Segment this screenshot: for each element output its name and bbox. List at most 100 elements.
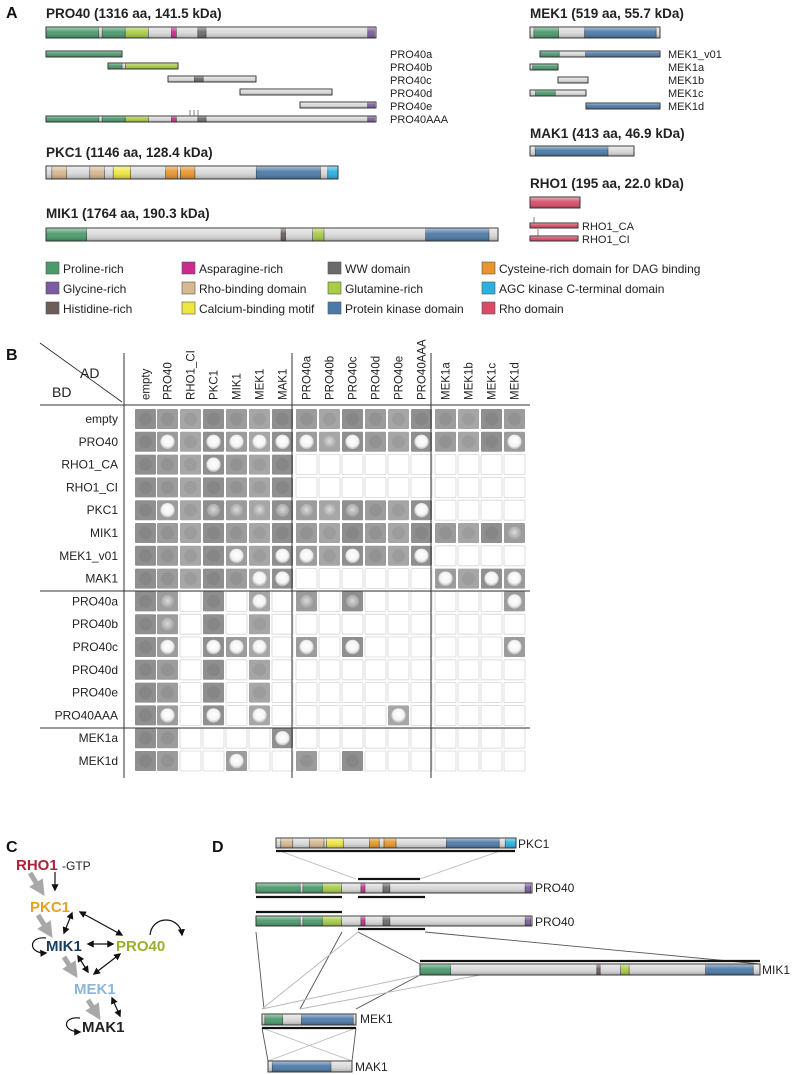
- spot-empty: [318, 591, 341, 612]
- legend-label-glutamine: Glutamine-rich: [345, 282, 423, 296]
- spot-cell: [203, 705, 224, 726]
- spot-cell: [157, 682, 178, 703]
- colony-none: [253, 458, 266, 472]
- colony-growth: [345, 548, 360, 563]
- pro40aaa: [45, 115, 377, 123]
- spot-plate: [481, 431, 502, 452]
- spot-empty: [318, 454, 341, 476]
- spot-plate: [203, 614, 224, 635]
- spot-cell: [341, 454, 364, 476]
- spot-empty: [271, 682, 294, 703]
- connector-line: [299, 974, 481, 1010]
- colony-none: [392, 435, 405, 449]
- spot-plate: [157, 751, 178, 771]
- spot-cell: [135, 477, 156, 498]
- spot-empty: [341, 568, 364, 589]
- colony-none: [207, 617, 220, 631]
- pro40e-shade: [300, 102, 376, 108]
- spot-cell: [388, 545, 409, 566]
- spot-cell: [203, 614, 224, 635]
- spot-cell: [411, 523, 432, 543]
- colony-none: [369, 435, 382, 449]
- mek1-full: [529, 26, 661, 39]
- spot-empty: [318, 476, 341, 498]
- spot-cell: [272, 728, 293, 749]
- spot-cell: [410, 727, 433, 749]
- column-header-pro40b: PRO40b: [325, 356, 337, 400]
- spot-plate: [203, 545, 224, 566]
- self-arrow-mak1: [65, 1017, 82, 1036]
- spot-cell: [341, 727, 364, 749]
- spot-cell: [364, 591, 387, 612]
- interaction-domain-diagrams: [255, 837, 761, 1073]
- spot-cell: [342, 500, 363, 521]
- spot-empty: [295, 476, 318, 498]
- spot-empty: [503, 727, 526, 749]
- colony-none: [439, 526, 452, 540]
- spot-empty: [225, 613, 248, 635]
- spot-cell: [434, 636, 457, 658]
- spot-cell: [272, 431, 293, 452]
- panel-d-letter: D: [212, 839, 224, 856]
- colony-none: [253, 617, 266, 631]
- spot-cell: [157, 409, 178, 429]
- spot-empty: [457, 499, 480, 521]
- spot-empty: [457, 659, 480, 681]
- spot-empty: [364, 750, 387, 772]
- spot-cell: [457, 750, 480, 772]
- spot-cell: [365, 500, 386, 521]
- colony-none: [207, 549, 220, 563]
- spot-plate: [203, 682, 224, 703]
- spot-cell: [135, 705, 156, 726]
- spot-cell: [180, 568, 201, 589]
- colony-growth: [275, 571, 290, 586]
- spot-cell: [272, 454, 293, 475]
- spot-cell: [434, 454, 457, 476]
- colony-none: [462, 572, 475, 586]
- spot-cell: [180, 431, 201, 452]
- frag-label-pro40aaa: PRO40AAA: [390, 114, 449, 126]
- colony-none: [230, 458, 243, 472]
- spot-cell: [480, 499, 503, 521]
- spot-empty: [503, 476, 526, 498]
- column-header-mek1: MEK1: [255, 369, 267, 400]
- legend-label-rho-binding: Rho-binding domain: [199, 282, 306, 296]
- connector-line: [299, 931, 343, 1010]
- column-header-mek1a: MEK1a: [441, 362, 453, 400]
- spot-cell: [157, 500, 178, 521]
- column-header-mek1b: MEK1b: [464, 362, 476, 400]
- spot-cell: [365, 409, 386, 429]
- colony-weak: [323, 435, 336, 449]
- pkc1-full-shade: [46, 166, 338, 179]
- spot-plate: [203, 591, 224, 612]
- spot-empty: [271, 591, 294, 612]
- spot-cell: [226, 500, 247, 521]
- spot-empty: [341, 705, 364, 726]
- colony-none: [253, 663, 266, 677]
- spot-cell: [341, 568, 364, 589]
- d-pro40-bottom-outline: [255, 915, 533, 927]
- spot-cell: [157, 454, 178, 475]
- colony-none: [139, 640, 152, 654]
- spot-empty: [457, 476, 480, 498]
- colony-none: [300, 526, 313, 540]
- spot-cell: [387, 636, 410, 658]
- spot-cell: [135, 454, 156, 475]
- spot-empty: [434, 454, 457, 476]
- node-rho1: RHO1: [16, 857, 58, 874]
- spot-cell: [480, 727, 503, 749]
- frag-label-pro40a: PRO40a: [390, 49, 433, 61]
- frag-label-mek1d: MEK1d: [668, 101, 704, 113]
- spot-empty: [434, 727, 457, 749]
- colony-growth: [414, 548, 429, 563]
- cascade-arrow-pkc1-mik1: [35, 913, 53, 939]
- spot-empty: [503, 499, 526, 521]
- rho1-full: [529, 196, 581, 209]
- row-header-pkc1: PKC1: [87, 503, 119, 517]
- spot-plate: [226, 409, 247, 429]
- spot-cell: [410, 659, 433, 681]
- spot-cell: [342, 409, 363, 429]
- spot-cell: [135, 545, 156, 566]
- colony-none: [139, 503, 152, 517]
- spot-cell: [157, 431, 178, 452]
